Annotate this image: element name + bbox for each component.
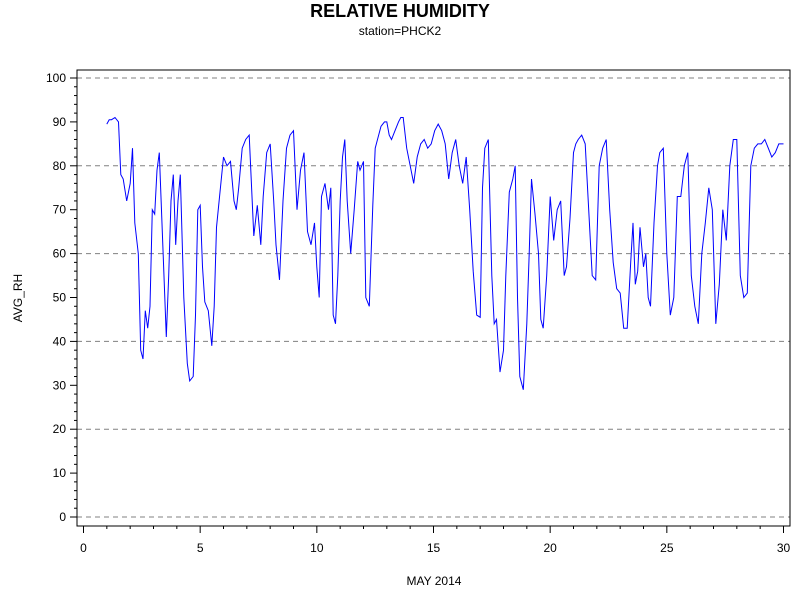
y-tick-label-70: 70	[53, 203, 67, 217]
x-tick-label-10: 10	[310, 541, 324, 555]
x-tick-label-20: 20	[543, 541, 557, 555]
y-axis-label: AVG_RH	[11, 274, 25, 322]
grid-lines	[77, 77, 790, 518]
x-axis: 0 5 10 15 20 25 30	[80, 526, 790, 555]
y-tick-label-30: 30	[53, 378, 67, 392]
y-tick-label-90: 90	[53, 115, 67, 129]
x-axis-label: MAY 2014	[407, 574, 462, 588]
y-axis: 0 10 20 30 40 50 60 70 80 90 100	[46, 71, 77, 524]
y-tick-label-80: 80	[53, 159, 67, 173]
y-tick-label-10: 10	[53, 466, 67, 480]
y-tick-label-20: 20	[53, 422, 67, 436]
y-tick-label-100: 100	[46, 71, 66, 85]
y-tick-label-60: 60	[53, 247, 67, 261]
x-tick-label-15: 15	[427, 541, 441, 555]
y-tick-label-40: 40	[53, 334, 67, 348]
y-tick-label-0: 0	[59, 510, 66, 524]
x-tick-label-5: 5	[197, 541, 204, 555]
chart-subtitle: station=PHCK2	[358, 24, 442, 38]
x-tick-label-0: 0	[80, 541, 87, 555]
x-tick-label-25: 25	[660, 541, 674, 555]
y-tick-label-50: 50	[53, 291, 67, 305]
series-line-avg-rh	[106, 116, 784, 390]
x-tick-label-30: 30	[777, 541, 791, 555]
chart-title: RELATIVE HUMIDITY	[310, 1, 490, 21]
